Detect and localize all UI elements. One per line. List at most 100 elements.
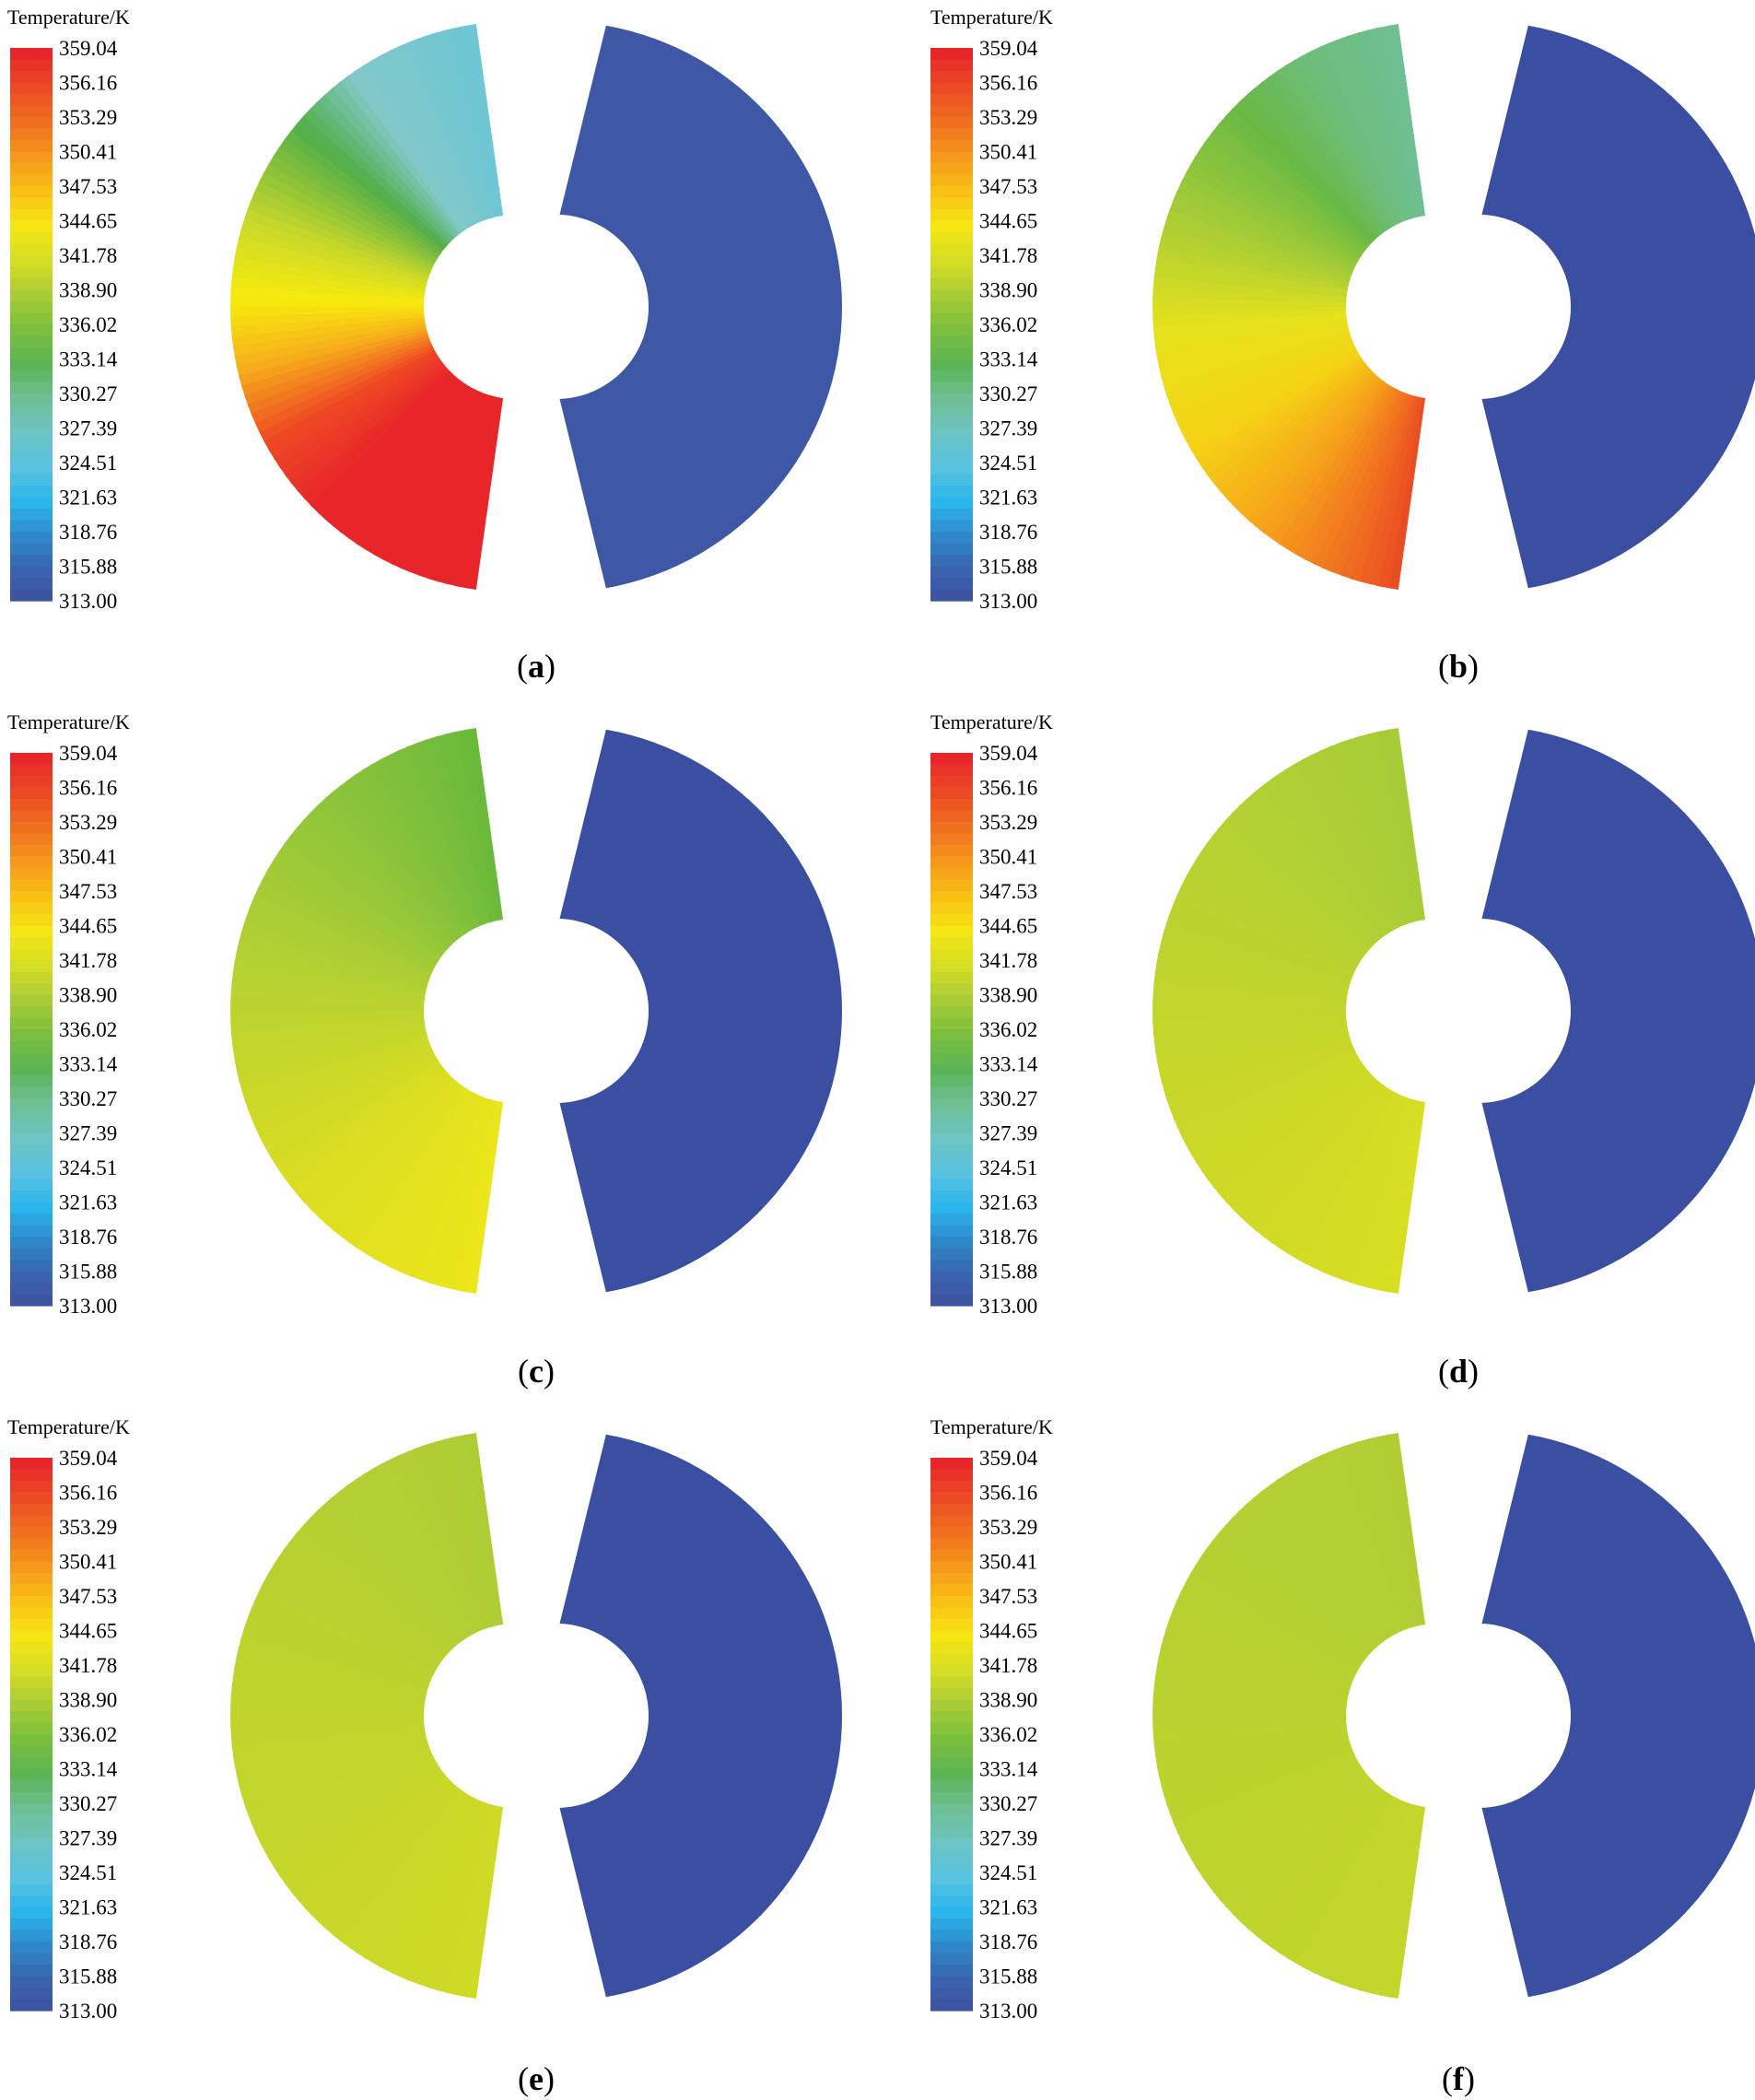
hot-side-sector [231,266,425,299]
colorbar-swatch [10,753,53,766]
colorbar-swatch [10,324,53,337]
colorbar-tick-label: 338.90 [59,984,117,1007]
hot-side-sector [1338,35,1410,221]
hot-side-sector [371,758,474,932]
colorbar-swatch [930,428,973,440]
hot-side-sector [1295,386,1396,560]
hot-side-sector [1189,155,1361,262]
colorbar-swatch [930,1607,973,1620]
colorbar-swatch [930,1745,973,1758]
hot-side-sector [447,1805,497,1996]
hot-side-sector [1199,842,1364,960]
colorbar-swatch [930,1132,973,1145]
colorbar-tick-label: 344.65 [979,915,1037,938]
colorbar-tick-label: 321.63 [979,487,1037,510]
hot-side-sector [1239,372,1377,521]
colorbar-swatch [10,960,53,973]
hot-side-sector [296,1524,448,1658]
hot-side-sector [267,1564,439,1671]
hot-side-sector [251,1750,432,1835]
hot-side-sector [397,745,482,927]
colorbar-tick-label: 338.90 [59,279,117,302]
colorbar-swatch [10,787,53,800]
hot-side-sector [1196,355,1363,469]
colorbar-swatch [10,232,53,245]
colorbar-swatch [930,1214,973,1226]
hot-side-sector [246,199,431,276]
colorbar-tick-label: 313.00 [979,590,1037,613]
hot-side-sector [1302,1459,1398,1636]
hot-side-sector [1196,1059,1363,1173]
colorbar-swatch [930,105,973,118]
colorbar-swatch [930,48,973,61]
hot-side-sector [389,1454,479,1634]
hot-side-sector [238,1637,427,1695]
hot-side-sector [1262,1788,1385,1949]
hot-side-sector [1276,65,1390,231]
hot-side-sector [427,1098,492,1286]
colorbar-swatch [10,1883,53,1896]
hot-side-sector [302,812,450,950]
hot-side-sector [1173,1750,1354,1835]
colorbar-swatch [10,902,53,915]
hot-side-sector [1319,1450,1404,1632]
colorbar-tick-label: 315.88 [979,1261,1037,1284]
hot-side-sector [1348,1441,1413,1629]
hot-side-sector [1207,1769,1366,1894]
center-hole [1366,1624,1550,1808]
colorbar-swatch [930,370,973,383]
hot-side-sector [1152,980,1347,1005]
colorbar-swatch [10,1906,53,1919]
colorbar-swatch [10,1515,53,1528]
hot-side-sector [250,1599,432,1683]
hot-side-sector [263,164,437,264]
hot-side-sector [1168,199,1353,276]
colorbar-swatch [10,416,53,429]
hot-side-sector [1369,396,1420,587]
hot-side-sector [1219,1775,1371,1909]
colorbar-swatch [10,1017,53,1030]
colorbar-title: Temperature/K [930,710,1053,733]
colorbar-swatch [10,255,53,268]
hot-side-sector [1200,1766,1364,1885]
colorbar-tick-label: 336.02 [979,1018,1037,1041]
hot-side-sector [1186,1758,1359,1860]
hot-side-sector [1369,1805,1420,1996]
colorbar-swatch [930,1006,973,1019]
colorbar-tick-label: 333.14 [979,348,1038,371]
colorbar-swatch [930,1860,973,1873]
colorbar-swatch [930,117,973,130]
hot-side-sector [1164,1741,1351,1806]
colorbar-swatch [930,440,973,452]
colorbar-swatch [10,1086,53,1099]
colorbar-swatch [10,1504,53,1517]
hot-side-sector [244,1743,430,1816]
hot-side-sector [371,1463,474,1637]
hot-side-sector [1245,1496,1379,1648]
hot-side-sector [297,366,449,500]
hot-side-sector [1302,754,1398,931]
center-hole [1366,215,1550,399]
hot-side-sector [1239,1781,1377,1930]
colorbar-swatch [10,1237,53,1249]
colorbar-swatch [930,960,973,973]
colorbar-swatch [930,983,973,996]
hot-side-sector [1321,1800,1405,1982]
hot-side-sector [1260,76,1385,235]
colorbar-swatch [930,474,973,487]
colorbar-tick-label: 336.02 [59,1018,117,1041]
colorbar-tick-label: 356.16 [979,72,1037,95]
hot-side-sector [241,332,429,397]
hot-side-sector [1185,164,1359,264]
hot-side-sector [1238,1503,1377,1650]
colorbar-tick-label: 333.14 [59,1053,118,1076]
colorbar-swatch [10,810,53,823]
hot-side-sector [1166,1038,1352,1111]
colorbar-swatch [10,1676,53,1689]
colorbar-swatch [10,1225,53,1238]
hot-side-sector [1269,1478,1387,1642]
colorbar-tick-label: 330.27 [979,1792,1037,1815]
colorbar-swatch [930,1791,973,1804]
colorbar-swatch [930,347,973,360]
hot-side-sector [380,50,476,227]
